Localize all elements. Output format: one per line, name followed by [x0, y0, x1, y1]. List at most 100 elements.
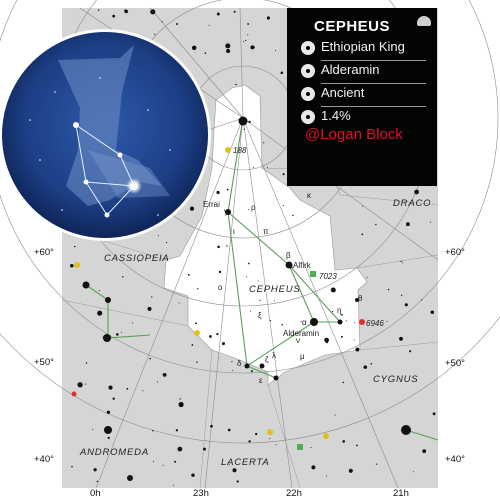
field-star: [147, 306, 152, 311]
cassiopeia-star: [105, 297, 111, 303]
star-bullet-icon: [301, 41, 315, 55]
alderamin-star: [310, 318, 318, 326]
field-star: [194, 48, 196, 50]
field-star: [266, 16, 270, 20]
cepheus-name: CEPHEUS: [249, 284, 301, 295]
delta-label: δ: [237, 359, 242, 368]
credit-handle: @Logan Block: [305, 126, 403, 143]
field-star: [120, 331, 122, 333]
field-star: [210, 424, 213, 428]
field-star: [96, 480, 99, 483]
field-star: [232, 468, 237, 473]
field-star: [106, 410, 111, 414]
field-star: [245, 39, 247, 42]
ngc6946-marker: [359, 319, 365, 325]
dec-label-40-right: +40°: [445, 454, 465, 465]
field-star: [355, 347, 360, 352]
alpha-label: α: [302, 318, 307, 327]
field-star: [356, 444, 358, 447]
beta-label: β: [286, 251, 291, 260]
field-star: [122, 276, 124, 278]
field-star: [375, 463, 378, 465]
ra-label-22h: 22h: [286, 488, 302, 499]
field-star: [409, 350, 412, 353]
andromeda-star: [104, 426, 112, 434]
errai-star: [225, 209, 231, 215]
field-star: [98, 290, 100, 292]
field-star: [422, 449, 427, 454]
ngc188-marker: [225, 147, 231, 153]
field-star: [189, 206, 195, 211]
alfirk-star: [285, 261, 293, 269]
errai-label: Errai: [203, 200, 220, 209]
field-star: [342, 440, 346, 443]
kappa-label: κ: [307, 191, 312, 200]
field-star: [401, 294, 403, 296]
iota-label: ι: [233, 227, 235, 236]
star-bullet-icon: [301, 64, 315, 78]
field-star: [311, 465, 316, 470]
field-star: [248, 209, 250, 211]
field-star: [248, 440, 251, 443]
field-star: [248, 120, 251, 124]
field-star: [162, 373, 167, 377]
field-star: [281, 323, 283, 326]
delta-star: [244, 363, 250, 369]
field-star: [273, 300, 275, 302]
field-star: [196, 361, 198, 363]
field-star: [217, 245, 220, 249]
field-star: [84, 383, 87, 385]
field-star: [195, 322, 197, 325]
info-panel: CEPHEUS Ethiopian King Alderamin Ancient…: [287, 8, 437, 186]
info-row-text: 1.4%: [321, 108, 351, 123]
field-star: [165, 241, 168, 244]
info-title: CEPHEUS: [313, 18, 391, 35]
field-star: [216, 333, 219, 336]
field-star: [280, 71, 284, 75]
field-star: [152, 430, 154, 432]
dec-label-50-right: +50°: [445, 358, 465, 369]
andromeda-star: [127, 475, 133, 481]
named-stars: [82, 116, 411, 481]
cassiopeia-star: [82, 281, 90, 289]
divider: [321, 60, 426, 61]
field-star: [112, 397, 115, 400]
field-star: [74, 245, 76, 248]
field-star: [227, 428, 231, 432]
field-star: [178, 302, 180, 304]
nu-label: ν: [296, 336, 300, 345]
polaris-star: [238, 116, 248, 126]
field-star: [386, 321, 388, 322]
info-row-sky-area: 1.4%: [301, 107, 426, 127]
deep-sky-objects: [71, 147, 365, 450]
field-star: [232, 369, 234, 371]
field-star: [85, 362, 88, 364]
field-star: [243, 128, 245, 130]
field-star: [292, 214, 294, 217]
constellation-names: CEPHEUS CASSIOPEIA DRACO CYGNUS ANDROMED…: [79, 198, 431, 468]
field-star: [150, 9, 156, 15]
field-star: [252, 46, 255, 49]
info-row-meaning: Ethiopian King: [301, 38, 426, 61]
field-star: [342, 381, 344, 384]
field-star: [250, 370, 253, 373]
omicron-label: ο: [218, 283, 223, 292]
field-star: [348, 468, 353, 473]
field-star: [400, 260, 402, 263]
field-star: [332, 310, 334, 313]
field-star: [375, 223, 377, 226]
field-star: [405, 222, 410, 227]
alderamin-label: Alderamin: [283, 329, 319, 338]
field-star: [399, 336, 403, 341]
theta-star: [355, 298, 359, 302]
xi-label: ξ: [258, 311, 262, 320]
field-star: [216, 190, 220, 195]
dec-label-50-left: +50°: [34, 357, 54, 368]
field-star: [253, 166, 255, 168]
field-star: [247, 34, 249, 36]
ngc7023-marker: [310, 271, 316, 277]
star-bullet-icon: [301, 87, 315, 101]
field-star: [245, 276, 247, 278]
dec-label-60-right: +60°: [445, 247, 465, 258]
